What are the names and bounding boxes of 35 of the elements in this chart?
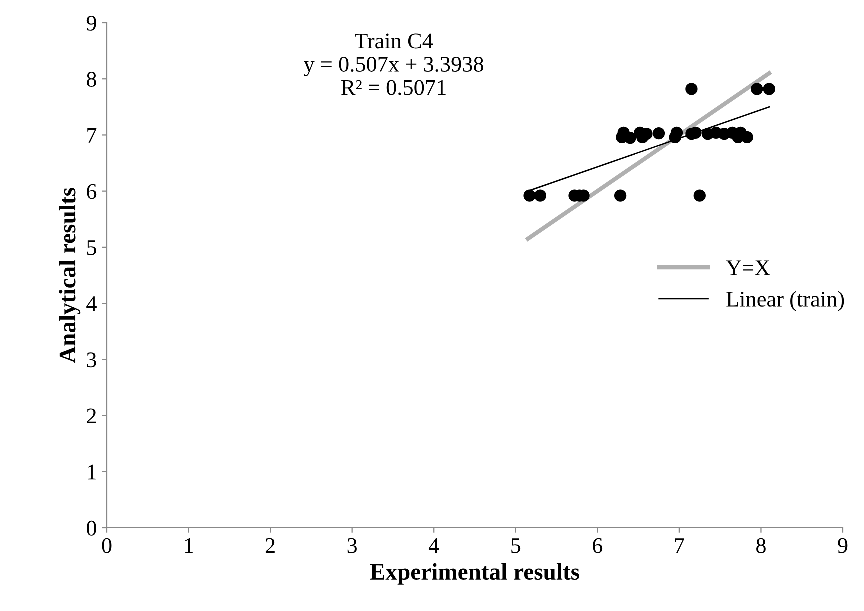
point [751,83,764,96]
x-tick-label: 4 [428,538,440,554]
y-tick-label: 5 [87,240,96,256]
x-axis-title: Experimental results [370,563,580,585]
y-tick-label: 7 [88,128,97,143]
point [624,132,636,144]
y-tick-label: 3 [87,352,96,368]
annotation: Train C4 y = 0.507x + 3.3938 R² = 0.5071 [304,34,484,96]
legend-label: Y=X [726,260,770,276]
x-tick-label: 6 [593,538,603,554]
point [534,190,546,202]
x-tick-label: 5 [512,538,521,554]
y-tick-label: 4 [86,296,97,312]
y-tick-label: 0 [87,520,96,536]
y-tick-label: 1 [88,464,96,480]
y-tick-label: 6 [87,184,97,200]
y-axis-title: Analytical results [59,188,81,364]
legend-label: Linear (train) [726,291,844,312]
x-tick-label: 0 [102,538,112,554]
x-tick-label: 3 [348,538,358,554]
point [763,83,776,96]
y-tick-label: 2 [87,408,96,424]
x-tick-label: 1 [185,538,193,554]
x-tick-label: 7 [675,538,684,554]
point [614,190,627,202]
point [686,83,698,96]
x-tick-label: 8 [756,538,766,554]
point [652,127,666,140]
point [524,190,536,202]
x-tick-label: 2 [266,538,275,554]
point [741,131,754,144]
y-tick-label: 9 [86,16,96,31]
y-tick-label: 8 [87,72,96,88]
point [694,190,706,202]
x-tick-label: 9 [838,538,848,554]
